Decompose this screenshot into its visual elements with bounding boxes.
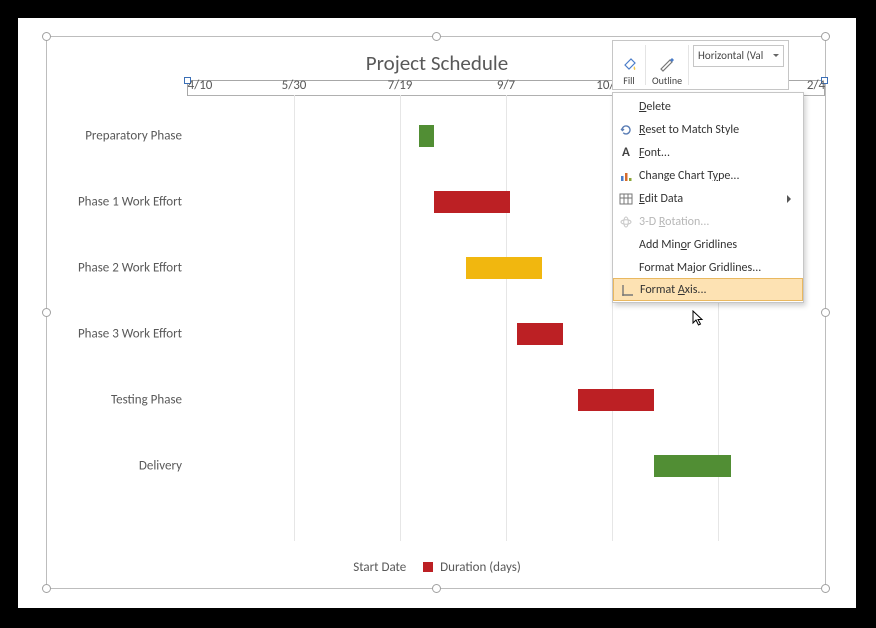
context-menu: DeleteReset to Match StyleAFont...Change… xyxy=(612,92,804,303)
x-tick-label: 2/4 xyxy=(807,78,825,93)
legend-series-2: Duration (days) xyxy=(440,560,521,575)
category-label[interactable]: Delivery xyxy=(139,459,182,474)
selection-handle[interactable] xyxy=(42,32,51,41)
x-tick-label: 4/10 xyxy=(188,78,213,93)
legend-series-1: Start Date xyxy=(353,560,406,575)
data-icon xyxy=(613,191,639,207)
selection-handle[interactable] xyxy=(42,308,51,317)
category-label[interactable]: Phase 3 Work Effort xyxy=(78,327,182,342)
legend[interactable]: Start Date Duration (days) xyxy=(18,560,856,575)
menu-item-edit-data[interactable]: Edit Data xyxy=(613,187,803,210)
gantt-bar[interactable] xyxy=(466,257,542,279)
chart-element-combo[interactable]: Horizontal (Val xyxy=(693,45,784,67)
menu-item-font[interactable]: AFont... xyxy=(613,141,803,164)
menu-item-format-axis[interactable]: Format Axis... xyxy=(613,278,803,301)
menu-item-label: Add Minor Gridlines xyxy=(639,238,737,252)
category-label[interactable]: Phase 2 Work Effort xyxy=(78,261,182,276)
selection-handle[interactable] xyxy=(432,32,441,41)
category-label[interactable]: Phase 1 Work Effort xyxy=(78,195,182,210)
rotate3d-icon xyxy=(613,214,639,230)
chart-icon xyxy=(613,168,639,184)
legend-swatch xyxy=(423,562,433,572)
gantt-bar[interactable] xyxy=(517,323,564,345)
menu-item-change-chart-type[interactable]: Change Chart Type... xyxy=(613,164,803,187)
gantt-bar[interactable] xyxy=(578,389,654,411)
menu-item-delete[interactable]: Delete xyxy=(613,95,803,118)
page: Project Schedule 4/105/307/199/710/2712/… xyxy=(18,18,856,608)
mini-format-toolbar: Fill Outline Horizontal (Val xyxy=(612,40,789,90)
menu-item-label: Change Chart Type... xyxy=(639,169,739,183)
outline-button[interactable]: Outline xyxy=(646,41,688,89)
reset-icon xyxy=(613,122,639,138)
x-tick-label: 7/19 xyxy=(388,78,413,93)
menu-item-label: Edit Data xyxy=(639,192,683,206)
category-label[interactable]: Preparatory Phase xyxy=(85,129,182,144)
axis-icon xyxy=(614,282,640,298)
menu-item-label: Format Axis... xyxy=(640,283,707,297)
fill-button[interactable]: Fill xyxy=(613,41,645,89)
gridline xyxy=(506,95,507,541)
selection-handle[interactable] xyxy=(821,32,830,41)
menu-item-label: Delete xyxy=(639,100,671,114)
paint-bucket-icon xyxy=(619,54,639,74)
menu-item-reset-to-match-style[interactable]: Reset to Match Style xyxy=(613,118,803,141)
gridline xyxy=(400,95,401,541)
gridline xyxy=(294,95,295,541)
selection-handle[interactable] xyxy=(432,584,441,593)
pen-outline-icon xyxy=(657,54,677,74)
gantt-bar[interactable] xyxy=(434,191,510,213)
menu-item-format-major-gridlines[interactable]: Format Major Gridlines... xyxy=(613,256,803,279)
gantt-bar[interactable] xyxy=(654,455,730,477)
x-tick-label: 9/7 xyxy=(497,78,515,93)
category-label[interactable]: Testing Phase xyxy=(111,393,182,408)
menu-item-label: Reset to Match Style xyxy=(639,123,739,137)
menu-item-label: 3-D Rotation... xyxy=(639,215,709,229)
x-tick-label: 5/30 xyxy=(282,78,307,93)
gantt-bar[interactable] xyxy=(419,125,434,147)
selection-handle[interactable] xyxy=(821,584,830,593)
menu-item-3-d-rotation: 3-D Rotation... xyxy=(613,210,803,233)
menu-item-label: Font... xyxy=(639,146,670,160)
menu-item-label: Format Major Gridlines... xyxy=(639,261,761,275)
menu-item-add-minor-gridlines[interactable]: Add Minor Gridlines xyxy=(613,233,803,256)
selection-handle[interactable] xyxy=(42,584,51,593)
font-icon: A xyxy=(613,145,639,160)
